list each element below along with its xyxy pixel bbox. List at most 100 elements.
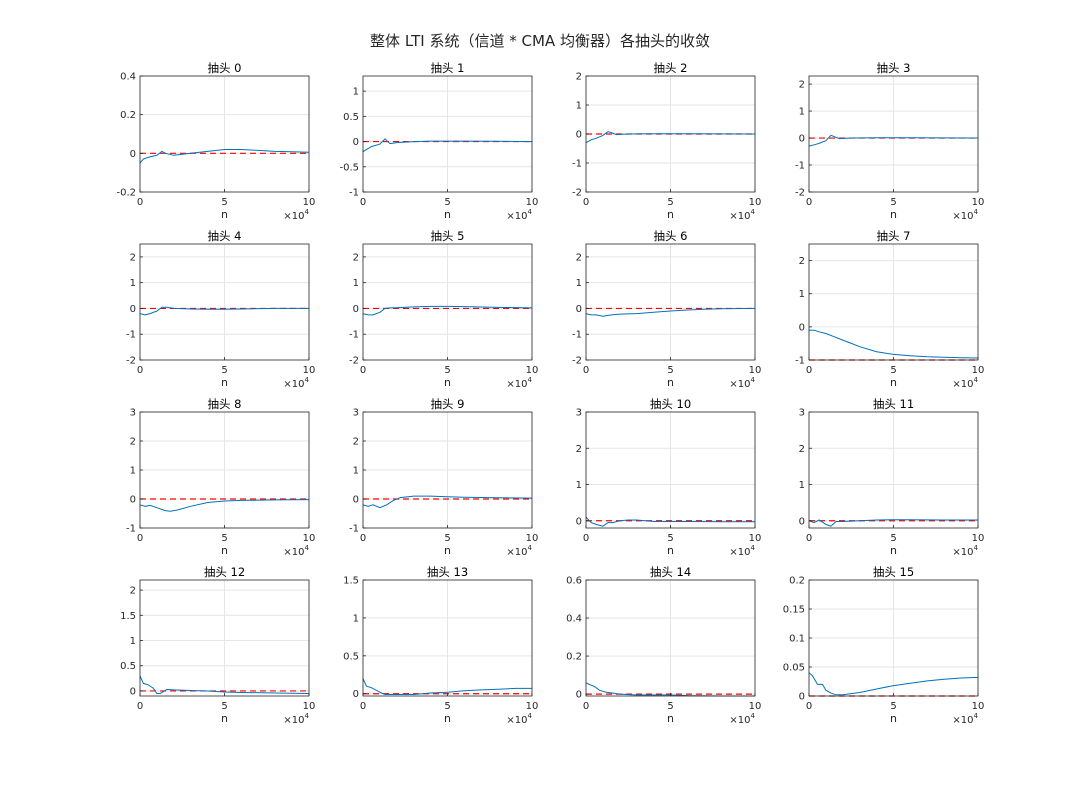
- y-tick-label: 0: [576, 690, 582, 701]
- y-tick-label: -1: [126, 330, 136, 341]
- x-tick-label: 10: [526, 197, 539, 208]
- y-tick-label: 2: [576, 444, 582, 455]
- y-tick-label: 3: [576, 408, 582, 419]
- tap-convergence-line: [362, 305, 533, 316]
- x-exponent-label: ×104: [952, 376, 978, 390]
- y-tick-label: -0.5: [339, 162, 359, 173]
- x-tick-label: 5: [890, 701, 896, 712]
- y-tick-label: -1: [795, 161, 805, 172]
- y-tick-label: 2: [130, 252, 136, 263]
- y-tick-label: 0.2: [566, 652, 582, 663]
- x-axis-label: n: [221, 712, 228, 725]
- y-tick-label: 1: [130, 278, 136, 289]
- subplot-title: 抽头 0: [208, 61, 242, 75]
- subplot-title: 抽头 4: [208, 229, 242, 243]
- y-tick-label: 2: [576, 252, 582, 263]
- y-tick-label: -1: [349, 330, 359, 341]
- x-tick-label: 5: [221, 365, 227, 376]
- y-tick-label: 2: [799, 444, 805, 455]
- tap-convergence-line: [362, 495, 533, 509]
- subplot-title: 抽头 2: [654, 61, 688, 75]
- x-tick-label: 10: [749, 533, 762, 544]
- y-tick-label: 0: [130, 304, 136, 315]
- subplot-15: 0 0.05 0.1 0.15 0.2 0 5 10 抽头 15 n ×104: [783, 565, 985, 726]
- subplot-title: 抽头 3: [877, 61, 911, 75]
- y-tick-label: 0: [799, 516, 805, 527]
- x-tick-label: 0: [137, 701, 143, 712]
- x-tick-label: 0: [583, 701, 589, 712]
- x-tick-label: 5: [444, 365, 450, 376]
- tap-convergence-line: [585, 682, 755, 697]
- x-axis-label: n: [667, 208, 674, 221]
- y-tick-label: -0.2: [116, 188, 136, 199]
- x-tick-label: 0: [583, 533, 589, 544]
- tap-convergence-line: [139, 149, 310, 164]
- y-tick-label: 1: [353, 613, 359, 624]
- y-tick-label: 0: [130, 686, 136, 697]
- y-tick-label: 1: [576, 480, 582, 491]
- x-axis-label: n: [221, 376, 228, 389]
- x-axis-label: n: [444, 544, 451, 557]
- x-tick-label: 5: [221, 533, 227, 544]
- y-tick-label: 0.1: [789, 634, 805, 645]
- y-tick-label: 2: [353, 252, 359, 263]
- subplot-10: 0 1 2 3 0 5 10 抽头 10 n ×104: [576, 397, 762, 558]
- y-tick-label: -1: [572, 159, 582, 170]
- y-tick-label: 0.2: [120, 110, 136, 121]
- x-axis-label: n: [444, 376, 451, 389]
- y-tick-label: 0.2: [789, 576, 805, 587]
- x-tick-label: 5: [221, 197, 227, 208]
- y-tick-label: 0: [799, 134, 805, 145]
- y-tick-label: 2: [130, 437, 136, 448]
- y-tick-label: 2: [799, 256, 805, 267]
- y-tick-label: 0.15: [783, 605, 805, 616]
- x-tick-label: 0: [137, 533, 143, 544]
- tap-convergence-line: [139, 675, 310, 694]
- y-tick-label: 2: [576, 72, 582, 83]
- x-axis-label: n: [221, 544, 228, 557]
- x-tick-label: 5: [667, 701, 673, 712]
- x-tick-label: 0: [360, 365, 366, 376]
- x-exponent-label: ×104: [729, 208, 755, 222]
- y-tick-label: 2: [130, 586, 136, 597]
- x-tick-label: 0: [137, 365, 143, 376]
- subplot-title: 抽头 1: [431, 61, 465, 75]
- subplot-4: -2 -1 0 1 2 0 5 10 抽头 4 n ×104: [126, 229, 315, 390]
- y-tick-label: 0: [576, 516, 582, 527]
- x-tick-label: 10: [303, 533, 316, 544]
- subplot-13: 0 0.5 1 1.5 0 5 10 抽头 13 n ×104: [343, 565, 538, 726]
- x-tick-label: 0: [583, 197, 589, 208]
- x-tick-label: 0: [806, 365, 812, 376]
- y-tick-label: 1.5: [120, 611, 136, 622]
- y-tick-label: 2: [353, 437, 359, 448]
- x-tick-label: 5: [444, 533, 450, 544]
- x-tick-label: 5: [890, 533, 896, 544]
- x-tick-label: 5: [890, 365, 896, 376]
- x-axis-label: n: [667, 712, 674, 725]
- y-tick-label: 3: [353, 408, 359, 419]
- subplot-2: -2 -1 0 1 2 0 5 10 抽头 2 n ×104: [572, 61, 761, 222]
- x-exponent-label: ×104: [729, 712, 755, 726]
- subplot-title: 抽头 9: [431, 397, 465, 411]
- subplot-14: 0 0.2 0.4 0.6 0 5 10 抽头 14 n ×104: [566, 565, 761, 726]
- x-exponent-label: ×104: [952, 712, 978, 726]
- subplot-title: 抽头 12: [204, 565, 245, 579]
- x-exponent-label: ×104: [283, 544, 309, 558]
- x-tick-label: 0: [806, 701, 812, 712]
- y-tick-label: 0.6: [566, 576, 582, 587]
- x-tick-label: 5: [221, 701, 227, 712]
- x-tick-label: 10: [303, 701, 316, 712]
- x-axis-label: n: [667, 544, 674, 557]
- x-tick-label: 10: [526, 701, 539, 712]
- subplot-12: 0 0.5 1 1.5 2 0 5 10 抽头 12 n ×104: [120, 565, 315, 726]
- x-tick-label: 0: [806, 197, 812, 208]
- y-tick-label: 0: [130, 495, 136, 506]
- y-tick-label: -1: [795, 356, 805, 367]
- tap-convergence-line: [139, 499, 310, 512]
- x-tick-label: 10: [526, 365, 539, 376]
- y-tick-label: 1: [576, 101, 582, 112]
- x-tick-label: 10: [303, 197, 316, 208]
